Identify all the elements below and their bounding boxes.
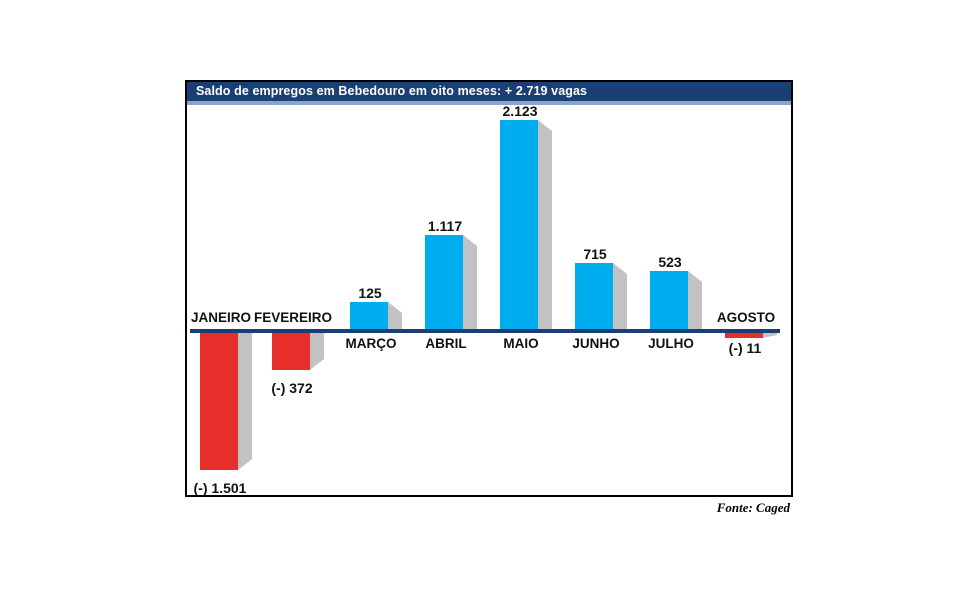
bar-group-julho: 523 JULHO — [648, 254, 702, 351]
value-label: (-) 372 — [271, 380, 312, 396]
value-label: 125 — [358, 285, 382, 301]
value-label: 1.117 — [428, 218, 462, 234]
bar-shadow — [310, 333, 324, 370]
month-label: FEVEREIRO — [254, 310, 332, 325]
bar — [200, 333, 238, 470]
bar — [425, 235, 463, 329]
value-label: 2.123 — [502, 103, 537, 119]
bar-shadow — [688, 271, 702, 329]
month-label: JANEIRO — [191, 310, 251, 325]
month-label: MARÇO — [346, 336, 397, 351]
value-label: 715 — [583, 246, 607, 262]
value-label: (-) 11 — [729, 340, 762, 356]
month-label: MAIO — [503, 336, 538, 351]
bar-group-abril: 1.117 ABRIL — [425, 218, 477, 351]
zero-axis-line — [190, 329, 780, 333]
bar-shadow — [538, 120, 552, 329]
month-label: JULHO — [648, 336, 694, 351]
bar — [350, 302, 388, 329]
bar-group-janeiro: (-) 1.501 JANEIRO — [191, 310, 252, 496]
bar-shadow — [763, 333, 777, 338]
month-label: AGOSTO — [717, 310, 775, 325]
bar-group-maro: 125 MARÇO — [346, 285, 402, 351]
bar — [500, 120, 538, 329]
bar-group-junho: 715 JUNHO — [572, 246, 627, 351]
bar-group-agosto: (-) 11 AGOSTO — [717, 310, 777, 356]
bars-layer: (-) 1.501 JANEIRO (-) 372 FEVEREIRO 125 MARÇO… — [191, 103, 777, 496]
bar — [272, 333, 310, 370]
bar-shadow — [388, 302, 402, 329]
value-label: 523 — [658, 254, 682, 270]
month-label: ABRIL — [425, 336, 466, 351]
bar — [725, 333, 763, 338]
bar-group-fevereiro: (-) 372 FEVEREIRO — [254, 310, 332, 396]
bar — [575, 263, 613, 329]
bar-shadow — [463, 235, 477, 329]
value-label: (-) 1.501 — [194, 480, 247, 496]
bar-group-maio: 2.123 MAIO — [500, 103, 552, 351]
bar — [650, 271, 688, 329]
title-accent-strip — [187, 101, 791, 105]
bar-shadow — [613, 263, 627, 329]
month-label: JUNHO — [572, 336, 619, 351]
bar-shadow — [238, 333, 252, 470]
source-credit: Fonte: Caged — [716, 500, 790, 515]
chart-title-bar: Saldo de empregos em Bebedouro em oito m… — [187, 82, 791, 101]
chart-title: Saldo de empregos em Bebedouro em oito m… — [196, 84, 588, 98]
